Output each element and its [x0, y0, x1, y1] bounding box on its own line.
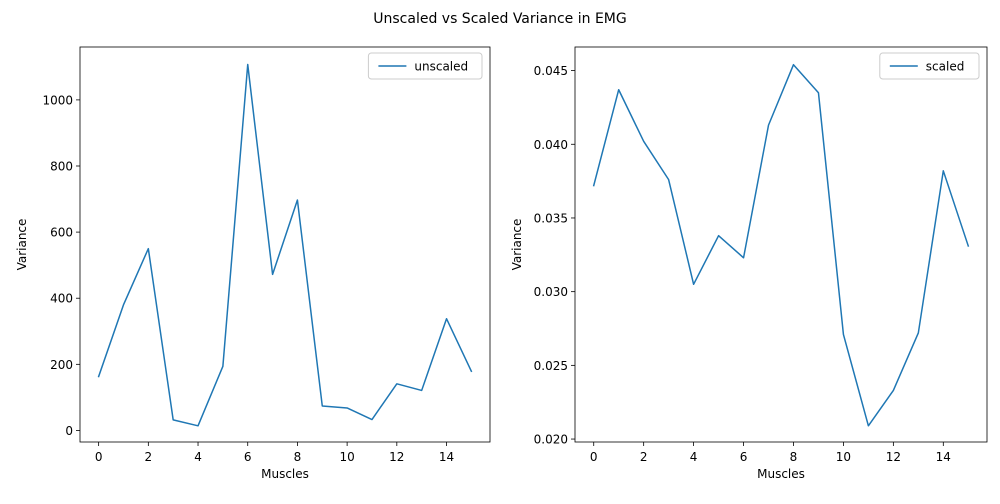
left-x-tick-label: 2: [145, 450, 153, 464]
right-legend-box: [879, 52, 980, 80]
right-chart: 0 2 4 6 8 10 12 14 0.020 0.025 0.030 0.035 0.040 0.04…: [510, 46, 988, 481]
right-y-tick-label: 0.035: [534, 211, 568, 225]
left-axes-frame: [79, 46, 491, 443]
left-x-tick-label: 12: [389, 450, 404, 464]
figure-title: Unscaled vs Scaled Variance in EMG: [373, 11, 626, 27]
right-y-tick-label: 0.025: [534, 359, 568, 373]
left-series-line-unscaled: [97, 63, 473, 427]
right-x-tick-label: 12: [886, 450, 901, 464]
right-x-tick-label: 6: [740, 450, 748, 464]
left-chart: 0 2 4 6 8 10 12 14 0 200 400 600 800 1000 Muscles Varia…: [15, 46, 491, 481]
left-x-tick-label: 4: [194, 450, 202, 464]
right-series-line-scaled: [592, 63, 970, 427]
left-x-tick-label: 0: [95, 450, 103, 464]
left-y-tick-label: 600: [50, 226, 73, 240]
right-y-axis-label: Variance: [510, 219, 524, 271]
left-legend-box: [367, 52, 483, 80]
left-y-tick-label: 0: [65, 424, 73, 438]
left-y-tick-label: 1000: [42, 93, 73, 107]
left-x-axis-label: Muscles: [261, 467, 309, 481]
left-y-tick-label: 400: [50, 292, 73, 306]
right-x-tick-label: 8: [790, 450, 798, 464]
left-legend-label: unscaled: [414, 60, 468, 74]
left-x-tick-label: 14: [439, 450, 454, 464]
left-y-tick-label: 800: [50, 159, 73, 173]
right-x-tick-label: 14: [936, 450, 951, 464]
left-x-tick-label: 8: [294, 450, 302, 464]
right-y-tick-label: 0.020: [534, 433, 568, 447]
right-x-tick-label: 2: [640, 450, 648, 464]
left-legend: unscaled: [367, 52, 483, 80]
right-y-tick-label: 0.030: [534, 285, 568, 299]
right-y-tick-label: 0.045: [534, 64, 568, 78]
right-x-tick-label: 4: [690, 450, 698, 464]
left-x-tick-label: 6: [244, 450, 252, 464]
left-y-tick-label: 200: [50, 358, 73, 372]
left-y-axis-label: Variance: [15, 219, 29, 271]
right-x-tick-label: 10: [836, 450, 851, 464]
right-legend-label: scaled: [926, 60, 965, 74]
right-x-axis-label: Muscles: [757, 467, 805, 481]
left-x-tick-label: 10: [339, 450, 354, 464]
right-x-tick-label: 0: [590, 450, 598, 464]
right-y-tick-label: 0.040: [534, 138, 568, 152]
right-axes-frame: [574, 46, 988, 443]
right-legend: scaled: [879, 52, 980, 80]
